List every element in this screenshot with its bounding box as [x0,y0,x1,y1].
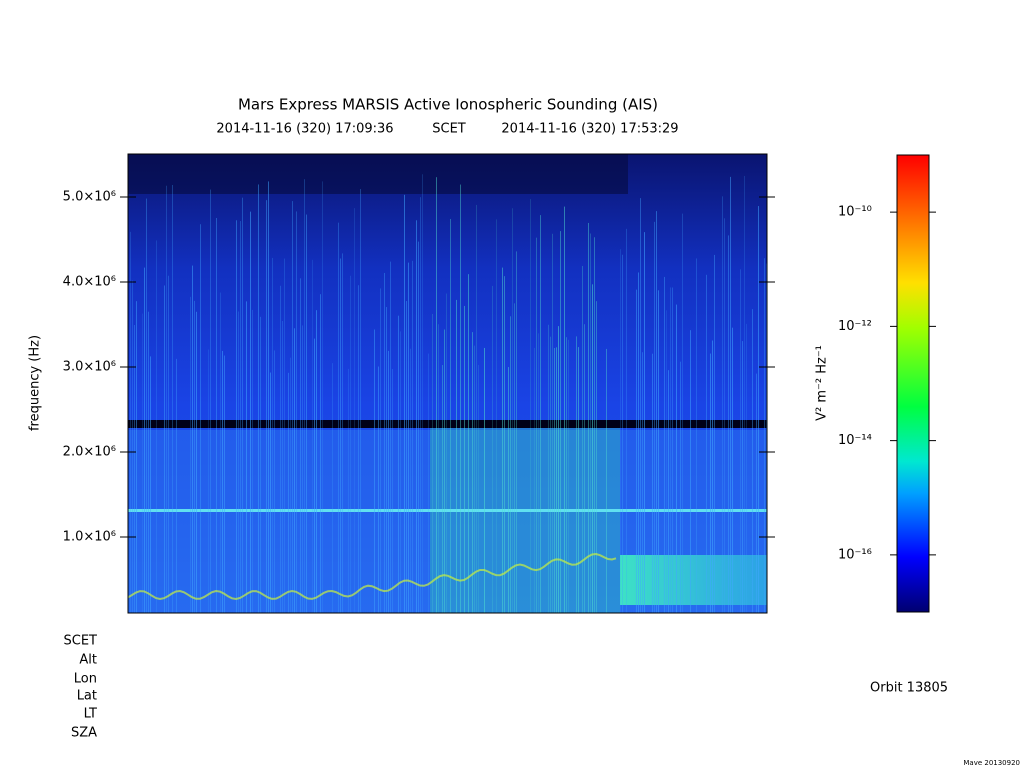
ephemeris-row-label: LT [84,707,97,722]
ephemeris-row-label: Alt [79,653,97,668]
ephemeris-row-label: Lat [77,689,97,704]
y-axis-label: frequency (Hz) [28,335,43,431]
time-label: SCET [432,122,466,137]
spectrogram-image [128,154,767,613]
y-tick-label: 2.0×10⁶ [63,445,116,460]
end-time: 2014-11-16 (320) 17:53:29 [501,122,678,137]
plot-frame [127,153,768,614]
start-time: 2014-11-16 (320) 17:09:36 [216,122,393,137]
colorbar-label: V² m⁻² Hz⁻¹ [815,345,830,421]
ephemeris-row-label: SZA [71,726,97,741]
colorbar-tick-label: 10⁻¹² [838,319,872,334]
chart-title: Mars Express MARSIS Active Ionospheric S… [238,96,658,114]
colorbar-tick-label: 10⁻¹⁶ [838,547,872,562]
footer: Mave 20130920 [963,759,1020,767]
y-tick-label: 5.0×10⁶ [63,190,116,205]
colorbar-tick-label: 10⁻¹⁴ [838,433,872,448]
y-tick-label: 4.0×10⁶ [63,275,116,290]
colorbar [896,154,930,613]
orbit: Orbit 13805 [870,681,948,696]
colorbar-tick-label: 10⁻¹⁰ [838,205,872,220]
y-tick-label: 1.0×10⁶ [63,530,116,545]
scet-row-label: SCET [64,634,98,649]
ephemeris-row-label: Lon [74,672,97,687]
y-tick-label: 3.0×10⁶ [63,360,116,375]
